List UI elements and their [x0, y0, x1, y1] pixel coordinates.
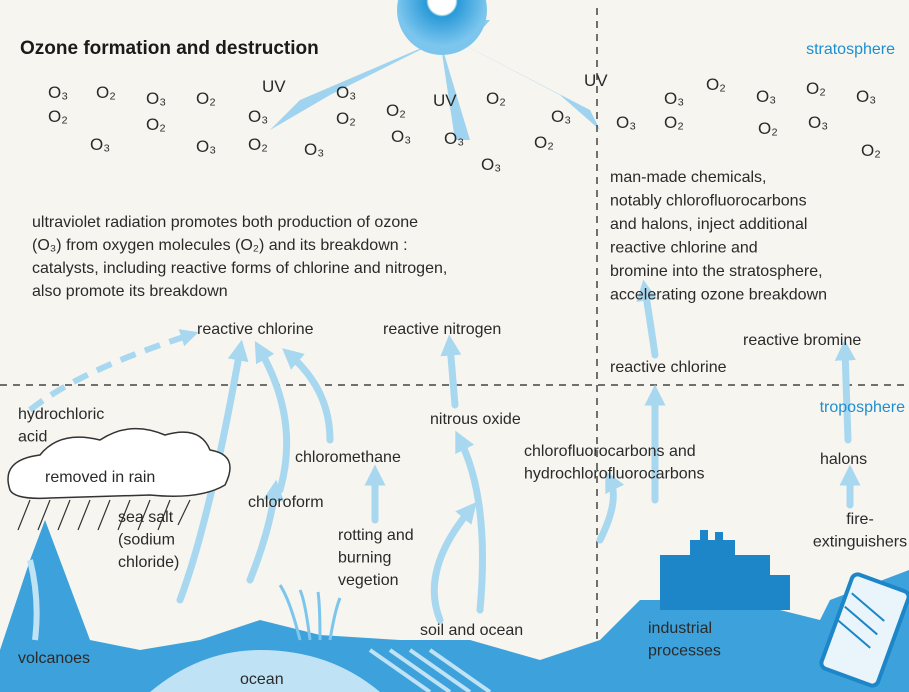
note-line: notably chlorofluorocarbons — [610, 193, 807, 210]
label: hydrochloric — [18, 406, 104, 423]
texts: O₃ O₂ O₃ O₂ O₂ O₂ O₃ O₃ O₂ O₂ O₂ O₃ O₃ O₂ O₃ O₃ O₃ O₃ O₂ O₃… — [18, 71, 907, 688]
note-line: man-made chemicals, — [610, 169, 767, 186]
region-label: stratosphere — [806, 41, 895, 58]
molecule: O₃ — [90, 135, 110, 154]
molecule: O₃ — [444, 129, 464, 148]
molecule: O₃ — [336, 83, 356, 102]
molecule: O₂ — [664, 113, 684, 132]
molecule: O₃ — [856, 87, 876, 106]
label: (sodium — [118, 532, 175, 549]
molecule: O₂ — [706, 75, 726, 94]
label: sea salt — [118, 509, 174, 526]
label: chlorofluorocarbons and — [524, 443, 696, 460]
note-line: bromine into the stratosphere, — [610, 263, 823, 280]
note-line: (O₃) from oxygen molecules (O₂) and its … — [32, 237, 408, 254]
uv-label: UV — [262, 77, 286, 96]
label: processes — [648, 643, 721, 660]
cloud — [7, 427, 231, 531]
label: chloride) — [118, 554, 179, 571]
molecule: O₃ — [196, 137, 216, 156]
arrows — [28, 279, 861, 624]
label: acid — [18, 429, 47, 446]
molecule: O₃ — [391, 127, 411, 146]
molecule: O₃ — [248, 107, 268, 126]
label: volcanoes — [18, 650, 90, 667]
molecule: O₃ — [616, 113, 636, 132]
molecule: O₃ — [756, 87, 776, 106]
note-line: accelerating ozone breakdown — [610, 287, 827, 304]
label: rotting and — [338, 527, 414, 544]
label: ocean — [240, 671, 284, 688]
note-line: also promote its breakdown — [32, 283, 228, 300]
molecule: O₃ — [48, 83, 68, 102]
label: reactive chlorine — [197, 321, 314, 338]
label: chloromethane — [295, 449, 401, 466]
molecule: O₂ — [248, 135, 268, 154]
label: halons — [820, 451, 867, 468]
label: removed in rain — [45, 469, 155, 486]
molecule: O₂ — [806, 79, 826, 98]
molecule: O₃ — [551, 107, 571, 126]
label: nitrous oxide — [430, 411, 521, 428]
ground — [0, 520, 909, 692]
molecule: O₃ — [304, 140, 324, 159]
title: Ozone formation and destruction — [20, 38, 319, 59]
label: reactive bromine — [743, 332, 861, 349]
region-label: troposphere — [820, 399, 905, 416]
molecule: O₂ — [861, 141, 881, 160]
note-line: and halons, inject additional — [610, 216, 807, 233]
molecule: O₂ — [96, 83, 116, 102]
label: vegetion — [338, 572, 399, 589]
molecule: O₂ — [146, 115, 166, 134]
fire-extinguisher — [819, 572, 909, 688]
factory — [660, 530, 790, 610]
molecule: O₂ — [336, 109, 356, 128]
note-line: reactive chlorine and — [610, 240, 758, 257]
sun — [270, 0, 600, 140]
label: soil and ocean — [420, 622, 523, 639]
label: industrial — [648, 620, 712, 637]
label: hydrochlorofluorocarbons — [524, 466, 705, 483]
molecule: O₃ — [481, 155, 501, 174]
molecule: O₃ — [664, 89, 684, 108]
uv-label: UV — [433, 91, 457, 110]
label: reactive nitrogen — [383, 321, 501, 338]
uv-label: UV — [584, 71, 608, 90]
note-line: catalysts, including reactive forms of c… — [32, 260, 447, 277]
label: reactive chlorine — [610, 359, 727, 376]
molecule: O₂ — [386, 101, 406, 120]
molecule: O₃ — [808, 113, 828, 132]
note-line: ultraviolet radiation promotes both prod… — [32, 214, 418, 231]
label: chloroform — [248, 494, 324, 511]
molecule: O₂ — [534, 133, 554, 152]
molecule: O₂ — [196, 89, 216, 108]
molecule: O₂ — [48, 107, 68, 126]
label: fire- — [846, 511, 874, 528]
molecule: O₂ — [758, 119, 778, 138]
label: extinguishers — [813, 534, 907, 551]
molecule: O₂ — [486, 89, 506, 108]
molecule: O₃ — [146, 89, 166, 108]
label: burning — [338, 550, 391, 567]
